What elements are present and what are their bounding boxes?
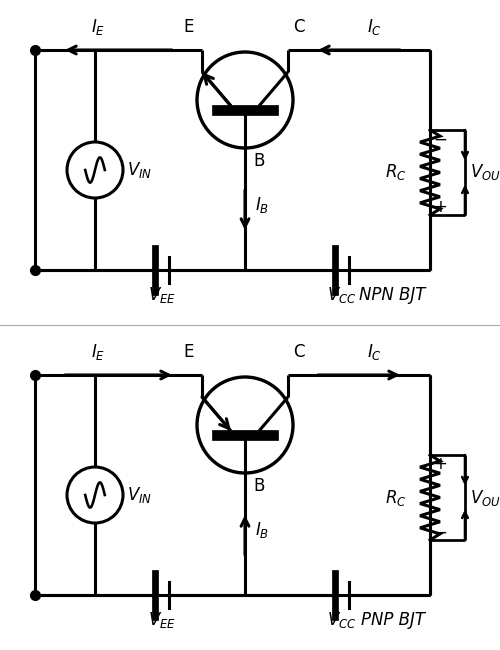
- Text: $V_{IN}$: $V_{IN}$: [127, 160, 152, 180]
- Text: C: C: [293, 343, 304, 361]
- Text: $+$: $+$: [433, 198, 447, 216]
- Text: $I_E$: $I_E$: [92, 17, 106, 37]
- Text: $V_{OUT}$: $V_{OUT}$: [470, 488, 500, 508]
- Text: $R_C$: $R_C$: [385, 488, 406, 508]
- Text: $I_E$: $I_E$: [92, 342, 106, 362]
- Text: NPN BJT: NPN BJT: [358, 286, 425, 304]
- Text: B: B: [253, 477, 264, 495]
- Text: $V_{CC}$: $V_{CC}$: [327, 610, 357, 630]
- Text: $R_C$: $R_C$: [385, 162, 406, 183]
- Text: $V_{EE}$: $V_{EE}$: [148, 610, 176, 630]
- Text: $-$: $-$: [433, 523, 447, 541]
- Text: E: E: [184, 343, 194, 361]
- Text: E: E: [184, 18, 194, 36]
- Text: B: B: [253, 152, 264, 170]
- Text: C: C: [293, 18, 304, 36]
- Text: $V_{CC}$: $V_{CC}$: [327, 285, 357, 305]
- Text: $-$: $-$: [433, 130, 447, 148]
- Text: $V_{OUT}$: $V_{OUT}$: [470, 162, 500, 183]
- Text: $V_{EE}$: $V_{EE}$: [148, 285, 176, 305]
- Text: $I_B$: $I_B$: [255, 195, 269, 215]
- Text: PNP BJT: PNP BJT: [361, 611, 425, 629]
- Text: $I_C$: $I_C$: [366, 342, 382, 362]
- Text: $V_{IN}$: $V_{IN}$: [127, 485, 152, 505]
- Text: $I_C$: $I_C$: [366, 17, 382, 37]
- Text: $I_B$: $I_B$: [255, 520, 269, 540]
- Text: $+$: $+$: [433, 455, 447, 473]
